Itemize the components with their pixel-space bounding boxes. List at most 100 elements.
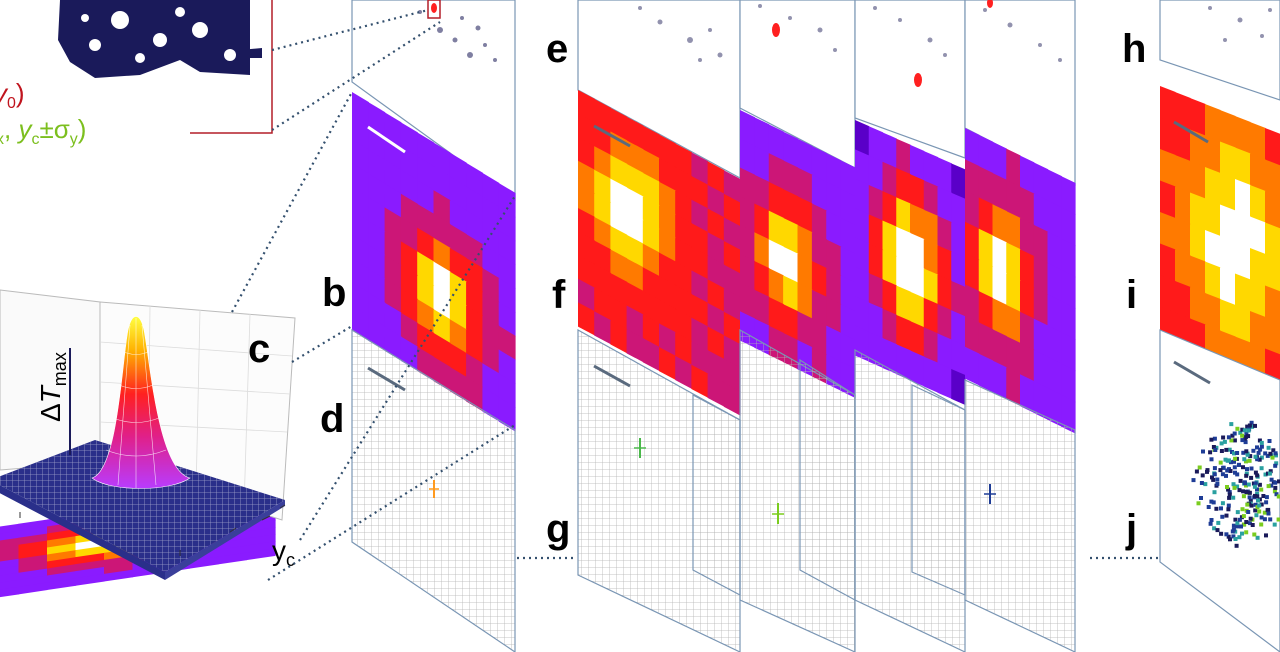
heatmap-b-cell bbox=[352, 187, 369, 222]
heatmap-h-cell bbox=[1265, 317, 1280, 355]
heatmap-h-cell bbox=[1220, 173, 1236, 212]
localization-point bbox=[1219, 531, 1224, 536]
localization-point bbox=[1273, 451, 1278, 456]
heatmap-e1-cell bbox=[659, 252, 676, 286]
heatmap-e3-cell bbox=[937, 157, 952, 194]
heatmap-e4-cell bbox=[1047, 294, 1062, 333]
localization-point bbox=[1235, 451, 1240, 455]
heatmap-e2-cell bbox=[797, 196, 813, 233]
localization-point bbox=[1249, 466, 1254, 471]
heatmap-e1-cell bbox=[610, 107, 628, 141]
heatmap-b-cell bbox=[384, 159, 402, 195]
localization-point bbox=[1267, 471, 1272, 476]
localization-point bbox=[1240, 433, 1245, 438]
localization-point bbox=[1252, 484, 1257, 489]
heatmap-c-cell bbox=[47, 543, 77, 556]
localization-point bbox=[1205, 469, 1209, 474]
localization-point bbox=[1248, 516, 1253, 521]
heatmap-b-cell bbox=[352, 163, 369, 198]
heatmap-e3-cell bbox=[868, 214, 884, 251]
localization-point bbox=[1232, 431, 1237, 436]
heatmap-e3-cell bbox=[910, 232, 925, 270]
heatmap-e3-cell bbox=[868, 273, 884, 310]
heatmap-h-cell bbox=[1235, 242, 1251, 281]
heatmap-c-cell bbox=[75, 545, 105, 558]
localization-point bbox=[1253, 508, 1258, 513]
heatmap-e4-cell bbox=[1006, 148, 1021, 188]
heatmap-e1-cell bbox=[578, 231, 595, 265]
heatmap-h-cell bbox=[1220, 110, 1236, 149]
heatmap-e2-cell bbox=[754, 203, 770, 240]
localization-point bbox=[1211, 445, 1216, 449]
heatmap-e2-cell bbox=[740, 253, 755, 291]
heatmap-e4-cell bbox=[1006, 367, 1021, 407]
heatmap-e3-cell bbox=[910, 144, 925, 181]
localization-point bbox=[1261, 494, 1266, 498]
heatmap-b-cell bbox=[466, 353, 483, 388]
heatmap-e2-cell bbox=[826, 268, 842, 305]
heatmap-e1-cell bbox=[642, 290, 660, 324]
heatmap-c-cell bbox=[75, 573, 105, 586]
panel-label-c: c bbox=[248, 327, 270, 371]
heatmap-b-cell bbox=[433, 142, 451, 178]
localization-point bbox=[1231, 534, 1236, 539]
heatmap-e4-cell bbox=[1061, 269, 1076, 309]
heatmap-e3-cell bbox=[855, 178, 870, 215]
localization-point bbox=[1253, 454, 1258, 459]
heatmap-e3-cell bbox=[910, 203, 925, 240]
localization-point bbox=[1212, 436, 1217, 441]
heatmap-e2-cell bbox=[754, 117, 770, 154]
heatmap-b-cell bbox=[352, 282, 369, 317]
panel-label-h: h bbox=[1122, 27, 1146, 71]
localization-point bbox=[1199, 496, 1203, 500]
localization-point bbox=[1220, 501, 1225, 506]
localization-point bbox=[1226, 507, 1231, 512]
localization-point bbox=[1219, 441, 1224, 446]
heatmap-c-cell bbox=[18, 575, 48, 588]
localization-point bbox=[1241, 494, 1246, 499]
heatmap-e1-cell bbox=[675, 167, 692, 201]
heatmap-e4-cell bbox=[992, 141, 1007, 181]
localization-point bbox=[1225, 485, 1229, 489]
heatmap-e4-cell bbox=[1047, 263, 1062, 302]
localization-point bbox=[1215, 481, 1220, 486]
heatmap-b-cell bbox=[498, 206, 516, 242]
heatmap-h-cell bbox=[1220, 267, 1236, 306]
localization-point bbox=[1241, 465, 1245, 470]
heatmap-e1-cell bbox=[610, 131, 628, 165]
heatmap-e1-cell bbox=[707, 184, 725, 218]
heatmap-h-cell bbox=[1265, 222, 1280, 261]
localization-point bbox=[1232, 459, 1236, 464]
localization-point bbox=[1222, 439, 1227, 444]
heatmap-c-cell bbox=[0, 586, 20, 598]
heatmap-e1-cell bbox=[691, 364, 709, 398]
localization-point bbox=[1244, 431, 1249, 436]
heatmap-h-cell bbox=[1220, 236, 1236, 275]
heatmap-h-cell bbox=[1175, 249, 1191, 288]
heatmap-e2-cell bbox=[811, 174, 827, 212]
heatmap-b-cell bbox=[417, 156, 435, 191]
heatmap-b-cell bbox=[433, 332, 451, 368]
stack-hij bbox=[1159, 0, 1280, 652]
localization-point bbox=[1200, 473, 1205, 478]
heatmap-b-cell bbox=[466, 234, 483, 269]
heatmap-e2-cell bbox=[754, 145, 770, 183]
heatmap-e2-cell bbox=[768, 296, 784, 334]
heatmap-e3-cell bbox=[910, 350, 925, 387]
heatmap-e1-cell bbox=[594, 216, 611, 251]
heatmap-c-cell bbox=[218, 538, 248, 551]
heatmap-e2-cell bbox=[826, 296, 842, 334]
heatmap-e2-cell bbox=[740, 282, 755, 320]
heatmap-h-cell bbox=[1190, 287, 1206, 326]
heatmap-e3-cell bbox=[896, 138, 911, 175]
localization-point bbox=[1224, 473, 1228, 478]
heatmap-b-cell bbox=[400, 122, 418, 157]
heatmap-e4-cell bbox=[992, 204, 1007, 243]
heatmap-b-cell bbox=[498, 349, 516, 385]
heatmap-e1-cell bbox=[723, 288, 741, 322]
heatmap-e1-cell bbox=[723, 358, 741, 393]
heatmap-e1-cell bbox=[578, 278, 595, 312]
heatmap-h-cell bbox=[1235, 147, 1251, 186]
heatmap-h-cell bbox=[1250, 153, 1266, 192]
localization-point bbox=[1209, 457, 1214, 462]
